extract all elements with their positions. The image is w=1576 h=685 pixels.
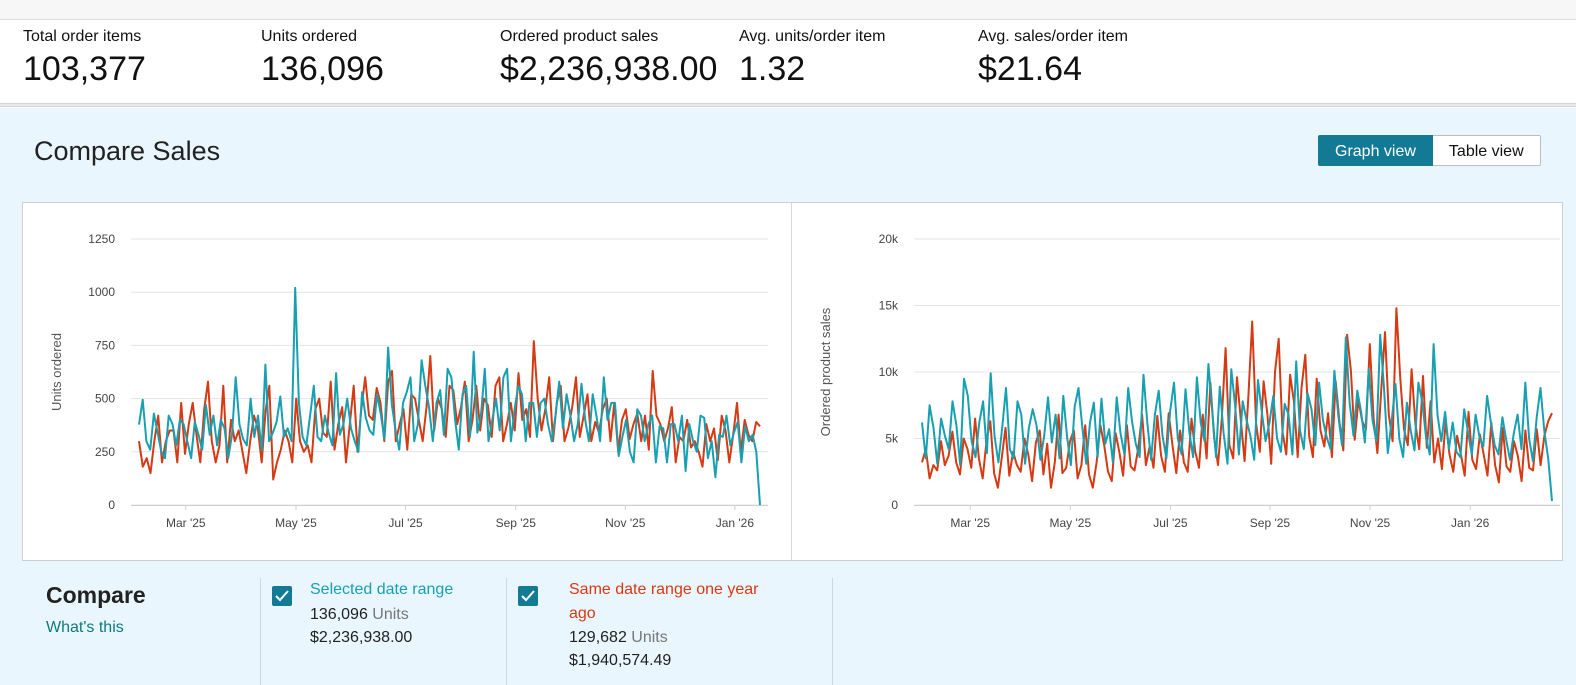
view-toggle: Graph view Table view (1318, 135, 1541, 166)
metric-label: Avg. units/order item (739, 28, 886, 45)
metric-ordered-product-sales: Ordered product sales $2,236,938.00 (500, 28, 717, 89)
legend-divider (260, 578, 261, 685)
y-tick-label: 1250 (88, 232, 115, 246)
top-strip (0, 0, 1576, 20)
prior-year-checkbox[interactable] (518, 586, 538, 606)
compare-section: Compare What's this Selected date range … (0, 574, 1576, 685)
compare-title: Compare (46, 582, 146, 608)
y-tick-label: 5k (885, 432, 899, 446)
graph-view-button[interactable]: Graph view (1318, 135, 1433, 166)
y-tick-label: 500 (95, 392, 115, 406)
table-view-button[interactable]: Table view (1432, 135, 1541, 166)
y-tick-label: 15k (879, 299, 899, 313)
units-value: 129,682 (569, 629, 627, 646)
metric-value: $21.64 (978, 50, 1082, 88)
units-value: 136,096 (310, 606, 368, 623)
metric-label: Avg. sales/order item (978, 28, 1128, 45)
selected-range-label: Selected date range (310, 581, 454, 598)
selected-range-series-line (138, 286, 761, 506)
metric-value: 136,096 (261, 50, 384, 88)
metric-avg-units-per-order-item: Avg. units/order item 1.32 (739, 28, 885, 89)
prior-year-units: 129,682 Units (569, 626, 668, 649)
metric-label: Ordered product sales (500, 28, 659, 45)
prior-year-series-line (921, 307, 1553, 489)
page-title: Compare Sales (34, 136, 221, 166)
chart-divider (791, 203, 792, 560)
prior-year-sales: $1,940,574.49 (569, 652, 672, 669)
x-tick-label: Jul '25 (388, 516, 423, 530)
metric-units-ordered: Units ordered 136,096 (261, 28, 384, 89)
metrics-bar: Total order items 103,377 Units ordered … (0, 20, 1576, 103)
section-divider (0, 103, 1576, 107)
y-tick-label: 0 (108, 498, 115, 512)
units-word: Units (372, 606, 409, 623)
selected-range-checkbox[interactable] (272, 586, 292, 606)
metric-value: 1.32 (739, 50, 806, 88)
legend-divider (506, 578, 507, 685)
metric-label: Total order items (23, 28, 142, 45)
y-tick-label: 10k (879, 365, 899, 379)
metric-value: $2,236,938.00 (500, 50, 718, 88)
y-axis-label: Ordered product sales (818, 307, 833, 436)
x-tick-label: Jan '26 (1451, 516, 1490, 530)
x-tick-label: Nov '25 (1350, 516, 1391, 530)
units-ordered-chart: 0 250 500 750 1000 1250 Mar '25 May '25 Jul '25 S… (49, 232, 768, 530)
ordered-product-sales-chart: 0 5k 10k 15k 20k Mar '25 May '25 Jul '25 Sep '25… (818, 232, 1560, 530)
y-axis-label: Units ordered (49, 333, 64, 411)
x-tick-label: Sep '25 (1250, 516, 1291, 530)
metric-avg-sales-per-order-item: Avg. sales/order item $21.64 (978, 28, 1128, 89)
x-tick-label: May '25 (1050, 516, 1092, 530)
prior-year-series-line (138, 340, 761, 481)
x-tick-label: Sep '25 (496, 516, 537, 530)
x-tick-label: May '25 (275, 516, 317, 530)
metric-total-order-items: Total order items 103,377 (23, 28, 146, 89)
legend-divider (832, 578, 833, 685)
prior-year-label: Same date range one year ago (569, 581, 759, 622)
x-tick-label: Mar '25 (950, 516, 990, 530)
x-tick-label: Mar '25 (166, 516, 206, 530)
x-tick-label: Jul '25 (1153, 516, 1188, 530)
units-word: Units (631, 629, 668, 646)
charts-container: 0 250 500 750 1000 1250 Mar '25 May '25 Jul '25 S… (22, 202, 1563, 561)
y-tick-label: 0 (891, 498, 898, 512)
x-tick-label: Nov '25 (605, 516, 646, 530)
y-tick-label: 250 (95, 445, 115, 459)
selected-range-series-line (921, 333, 1553, 502)
whats-this-link[interactable]: What's this (46, 619, 124, 636)
checkmark-icon (521, 590, 535, 602)
y-tick-label: 750 (95, 338, 115, 352)
selected-range-sales: $2,236,938.00 (310, 629, 413, 646)
compare-sales-panel: Compare Sales Graph view Table view 0 250… (0, 108, 1576, 685)
selected-range-units: 136,096 Units (310, 603, 409, 626)
y-tick-label: 20k (879, 232, 899, 246)
metric-value: 103,377 (23, 50, 146, 88)
checkmark-icon (275, 590, 289, 602)
x-tick-label: Jan '26 (716, 516, 755, 530)
metric-label: Units ordered (261, 28, 358, 45)
y-tick-label: 1000 (88, 285, 115, 299)
